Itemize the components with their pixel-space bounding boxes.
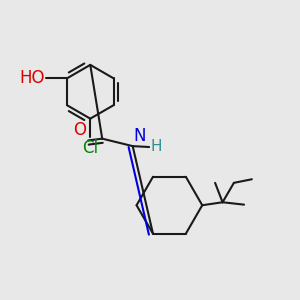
Text: H: H — [150, 139, 162, 154]
Text: O: O — [74, 121, 86, 139]
Text: Cl: Cl — [82, 139, 98, 157]
Text: N: N — [133, 127, 146, 145]
Text: HO: HO — [20, 69, 45, 87]
